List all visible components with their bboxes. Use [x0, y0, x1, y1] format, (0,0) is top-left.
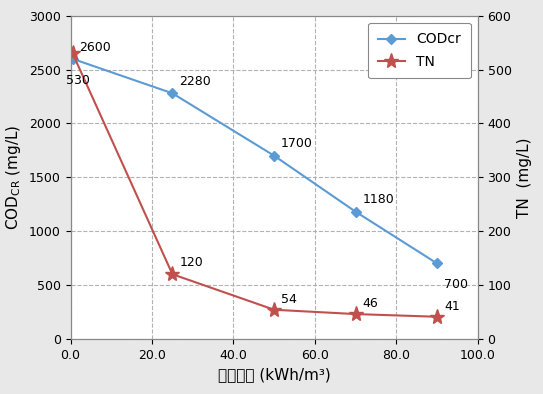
Y-axis label: COD$_\mathregular{CR}$ (mg/L): COD$_\mathregular{CR}$ (mg/L)	[4, 125, 23, 230]
Text: 530: 530	[66, 74, 90, 87]
CODcr	[352, 209, 359, 214]
Text: 1180: 1180	[363, 193, 394, 206]
Text: 41: 41	[444, 300, 460, 313]
Y-axis label: TN  (mg/L): TN (mg/L)	[517, 137, 532, 217]
Legend: CODcr, TN: CODcr, TN	[368, 23, 471, 78]
Text: 54: 54	[281, 293, 297, 306]
CODcr	[169, 91, 176, 96]
CODcr	[271, 153, 277, 158]
X-axis label: 소요전력 (kWh/m³): 소요전력 (kWh/m³)	[218, 367, 331, 382]
TN	[271, 307, 277, 312]
TN	[352, 312, 359, 316]
Text: 1700: 1700	[281, 138, 313, 151]
TN	[70, 51, 76, 56]
TN	[434, 314, 440, 319]
Text: 700: 700	[444, 279, 468, 292]
CODcr	[434, 261, 440, 266]
Line: CODcr: CODcr	[69, 56, 440, 267]
Text: 46: 46	[363, 297, 378, 310]
Text: 120: 120	[179, 256, 203, 269]
Text: 2280: 2280	[179, 75, 211, 88]
Line: TN: TN	[65, 46, 445, 324]
TN	[169, 272, 176, 277]
Text: 2600: 2600	[80, 41, 111, 54]
CODcr	[70, 56, 76, 61]
